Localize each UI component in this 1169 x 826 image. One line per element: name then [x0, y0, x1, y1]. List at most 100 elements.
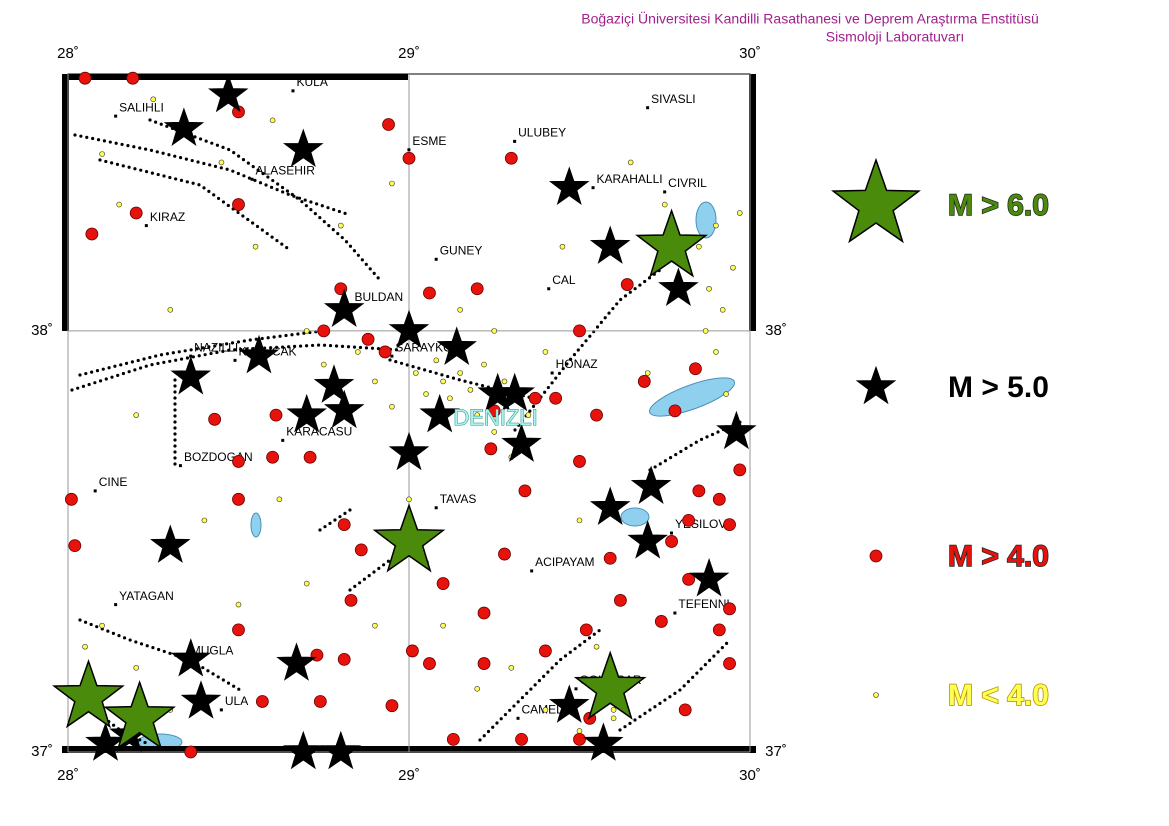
- header-title: Boğaziçi Üniversitesi Kandilli Rasathane…: [581, 10, 1039, 27]
- circle-marker: [423, 657, 436, 670]
- circle-marker: [378, 345, 392, 359]
- dot-marker: [713, 222, 719, 229]
- circle-marker: [68, 539, 82, 553]
- place-label: ACIPAYAM: [535, 555, 594, 569]
- place-marker: [669, 531, 673, 535]
- x-tick-label: 30˚: [739, 45, 761, 62]
- x-tick-label: 29˚: [398, 45, 420, 62]
- circle-marker: [65, 492, 78, 506]
- place-marker: [114, 114, 118, 118]
- dot-marker: [467, 387, 474, 393]
- dot-marker: [525, 412, 532, 418]
- star-marker: [208, 73, 249, 113]
- fault-line: [348, 538, 432, 592]
- place-marker: [407, 148, 411, 152]
- star-marker: [163, 107, 205, 146]
- circle-marker: [620, 278, 634, 291]
- place-label: HONAZ: [556, 357, 598, 371]
- circle-marker: [232, 198, 245, 211]
- star-marker: [589, 486, 631, 525]
- dot-marker: [593, 643, 600, 650]
- fault-line: [388, 358, 542, 402]
- circle-marker: [477, 657, 491, 670]
- dot-marker: [481, 361, 487, 368]
- star-marker: [323, 389, 365, 429]
- dot-marker: [713, 349, 719, 355]
- dot-marker: [627, 159, 634, 166]
- circle-marker: [337, 652, 351, 666]
- circle-marker: [678, 703, 692, 717]
- place-label: KIRAZ: [150, 210, 185, 224]
- circle-marker: [573, 455, 586, 468]
- dot-marker: [99, 622, 105, 629]
- circle-marker: [402, 151, 416, 165]
- star-marker: [494, 372, 535, 412]
- star-marker: [658, 267, 699, 306]
- dot-marker: [201, 517, 208, 524]
- circle-marker: [385, 699, 399, 713]
- circle-marker: [573, 324, 586, 338]
- circle-marker: [232, 455, 245, 468]
- circle-marker: [733, 463, 747, 477]
- header-subtitle: Sismoloji Laboratuvarı: [826, 29, 965, 45]
- x-tick-label: 28˚: [57, 767, 79, 784]
- place-marker: [114, 603, 118, 607]
- dot-marker: [337, 222, 344, 229]
- large-star-marker: [103, 680, 176, 750]
- fault-line: [318, 508, 352, 532]
- star-marker: [688, 558, 730, 597]
- circle-marker: [78, 71, 92, 85]
- dot-marker: [440, 622, 446, 629]
- fault-line: [98, 158, 292, 252]
- place-marker: [513, 139, 517, 143]
- circle-marker: [518, 484, 532, 498]
- circle-marker: [573, 732, 586, 746]
- dot-marker: [474, 412, 481, 418]
- circle-marker: [549, 391, 563, 405]
- place-label: ULA: [225, 694, 248, 708]
- dot-marker: [303, 328, 310, 334]
- place-marker: [93, 489, 97, 493]
- fault-line: [78, 618, 242, 692]
- place-label: KULA: [296, 75, 327, 89]
- place-marker: [530, 569, 534, 573]
- star-marker: [282, 128, 324, 168]
- x-tick-label: 29˚: [398, 767, 420, 784]
- circle-marker: [423, 286, 436, 300]
- dot-marker: [730, 264, 736, 271]
- dot-marker: [389, 180, 395, 187]
- place-marker: [516, 716, 520, 720]
- star-marker: [716, 410, 757, 450]
- star-marker: [170, 638, 211, 677]
- circle-marker: [446, 732, 460, 746]
- star-marker: [388, 431, 430, 471]
- star-marker: [320, 730, 362, 770]
- dot-marker: [610, 715, 617, 722]
- place-label: YATAGAN: [119, 589, 174, 603]
- star-marker: [583, 722, 624, 761]
- place-label: GUNEY: [440, 243, 483, 257]
- dot-marker: [133, 412, 139, 418]
- dot-marker: [150, 96, 157, 103]
- highlight-label: DENIZLI: [453, 405, 537, 430]
- dot-marker: [406, 496, 412, 503]
- place-marker: [291, 89, 295, 93]
- dot-marker: [423, 391, 429, 397]
- circle-marker: [317, 324, 331, 338]
- place-label: TEFENNI: [678, 597, 729, 611]
- circle-marker: [484, 442, 498, 456]
- dot-marker: [252, 243, 259, 250]
- large-star-marker: [573, 650, 647, 720]
- dot-marker: [457, 307, 463, 313]
- y-tick-label: 37˚: [765, 743, 787, 760]
- star-marker: [276, 642, 317, 681]
- y-tick-label: 37˚: [31, 743, 53, 760]
- large-star-marker: [52, 659, 125, 729]
- circle-marker: [406, 644, 419, 658]
- place-marker: [434, 257, 438, 261]
- place-label: SALIHLI: [119, 100, 164, 114]
- place-label: ESME: [412, 134, 446, 148]
- circle-marker: [539, 644, 552, 658]
- y-tick-label: 38˚: [765, 322, 787, 339]
